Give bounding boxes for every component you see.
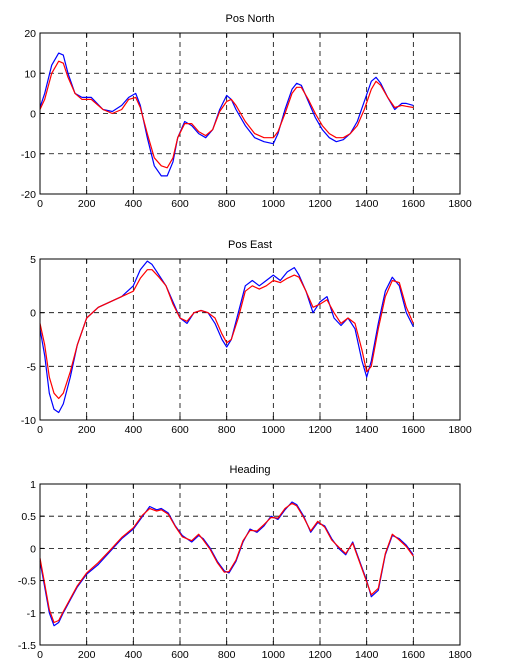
y-tick-label: 5 (30, 254, 36, 266)
y-tick-label: -10 (21, 415, 36, 427)
x-tick-label: 1200 (308, 198, 332, 210)
x-tick-label: 400 (125, 424, 143, 436)
x-tick-label: 400 (125, 649, 143, 661)
x-tick-label: 800 (218, 424, 236, 436)
axes-frame (39, 483, 461, 646)
x-tick-label: 600 (171, 198, 189, 210)
chart-title: Heading (230, 464, 271, 476)
x-tick-label: 1800 (448, 198, 472, 210)
x-tick-label: 1800 (448, 424, 472, 436)
x-tick-label: 0 (37, 424, 43, 436)
y-tick-label: -20 (21, 189, 36, 201)
x-tick-label: 1600 (402, 198, 426, 210)
chart-panel-1: 0 200 400 600 800 1000 1200 1400 1600 1800 -20 -10 0… (21, 13, 472, 210)
y-tick-label: 0.5 (21, 511, 36, 523)
x-tick-label: 1000 (262, 424, 286, 436)
x-tick-label: 400 (125, 198, 143, 210)
x-tick-label: 600 (171, 424, 189, 436)
x-tick-label: 1400 (355, 424, 379, 436)
x-tick-label: 800 (218, 198, 236, 210)
x-tick-label: 1400 (355, 649, 379, 661)
y-tick-label: -5 (27, 361, 36, 373)
x-tick-label: 200 (78, 649, 96, 661)
series-line-2 (39, 269, 414, 400)
plot-area (40, 484, 460, 645)
x-tick-label: 1400 (355, 198, 379, 210)
y-tick-label: 0 (30, 308, 36, 320)
x-tick-label: 600 (171, 649, 189, 661)
x-tick-label: 200 (78, 198, 96, 210)
x-tick-label: 0 (37, 649, 43, 661)
series-line-2 (39, 60, 414, 169)
chart-title: Pos East (228, 239, 272, 251)
y-tick-label: -10 (21, 149, 36, 161)
y-tick-label: -1.5 (18, 640, 36, 652)
y-tick-label: 0 (30, 109, 36, 121)
y-tick-label: 20 (24, 28, 36, 40)
chart-panel-2: 0 200 400 600 800 1000 1200 1400 1600 1800 -10 -5 0 5… (21, 239, 472, 436)
chart-panel-3: 0 200 400 600 800 1000 1200 1400 1600 1800 -1.5 -1 -… (18, 464, 472, 661)
x-tick-label: 1200 (308, 649, 332, 661)
y-tick-label: -0.5 (18, 576, 36, 588)
y-tick-label: -1 (27, 608, 36, 620)
x-tick-label: 0 (37, 198, 43, 210)
chart-title: Pos North (226, 13, 275, 25)
series-line-2 (39, 502, 414, 624)
x-tick-label: 200 (78, 424, 96, 436)
x-tick-label: 1200 (308, 424, 332, 436)
x-tick-label: 800 (218, 649, 236, 661)
x-tick-label: 1600 (402, 649, 426, 661)
axes-frame (39, 258, 461, 421)
y-tick-label: 10 (24, 68, 36, 80)
y-tick-label: 1 (30, 479, 36, 491)
x-tick-label: 1000 (262, 198, 286, 210)
x-tick-label: 1600 (402, 424, 426, 436)
y-tick-label: 0 (30, 543, 36, 555)
x-tick-label: 1000 (262, 649, 286, 661)
x-tick-label: 1800 (448, 649, 472, 661)
